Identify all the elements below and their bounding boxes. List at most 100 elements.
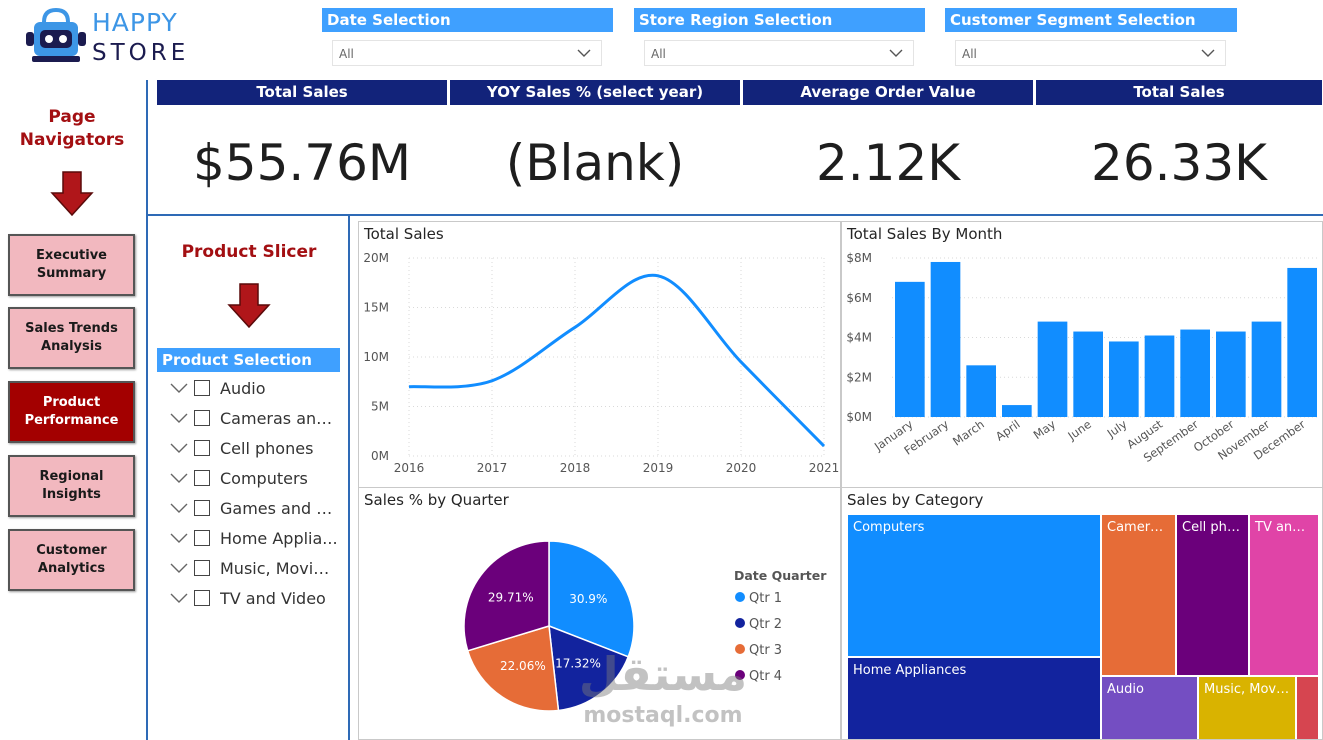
month-bar[interactable] [1251,321,1282,417]
month-bar[interactable] [930,261,961,417]
treemap-tile[interactable]: Cameras... [1101,514,1176,676]
nav-product-performance-button[interactable]: Product Performance [8,381,135,443]
product-item-label: Cell phones [220,438,314,458]
total-sales-line-chart-panel: Total Sales 0M 5M 10M 15M 20M 2016 2017 2018 201… [358,221,841,488]
pie-legend-label[interactable]: Qtr 4 [749,669,782,684]
x-tick-label: 2016 [394,461,425,475]
store-region-selection-dropdown[interactable]: All [644,40,914,66]
product-checkbox[interactable] [194,500,210,516]
product-selection-item[interactable]: Computers [170,466,340,490]
pie-slice[interactable] [466,625,560,712]
chevron-down-icon[interactable] [170,592,188,604]
pie-slice[interactable] [463,540,550,652]
pie-legend-label[interactable]: Qtr 1 [749,591,782,606]
month-bar[interactable] [966,365,996,417]
watermark-latin-text: mostaql.com [583,703,742,728]
y-tick-label: 15M [363,301,389,315]
product-checkbox[interactable] [194,410,210,426]
store-region-selection-title: Store Region Selection [634,8,925,32]
legend-swatch [735,592,745,602]
product-item-label: Computers [220,468,308,488]
chevron-down-icon [889,49,903,57]
product-checkbox[interactable] [194,470,210,486]
product-checkbox[interactable] [194,590,210,606]
month-bar[interactable] [1144,335,1175,417]
customer-segment-selection-dropdown[interactable]: All [955,40,1226,66]
nav-sales-trends-analysis-button[interactable]: Sales Trends Analysis [8,307,135,369]
product-selection-item[interactable]: Music, Movie... [170,556,340,580]
kpi-divider [146,214,1323,216]
y-tick-label: 10M [363,350,389,364]
product-checkbox[interactable] [194,440,210,456]
nav-executive-summary-button[interactable]: Executive Summary [8,234,135,296]
logo-top-text: HAPPY [92,8,178,37]
month-bar[interactable] [1109,341,1139,417]
treemap-tile[interactable]: Computers [847,514,1101,657]
treemap-tile[interactable]: TV and ... [1249,514,1319,676]
month-bar[interactable] [1180,329,1210,417]
month-bar[interactable] [1002,405,1032,417]
legend-swatch [735,670,745,680]
sales-by-quarter-pie-chart: 30.9% 17.32% 22.06% 29.71% Date Quarter Qtr 1… [463,540,827,712]
chevron-down-icon[interactable] [170,532,188,544]
chevron-down-icon[interactable] [170,412,188,424]
watermark-arabic-text: مستقل [579,647,747,701]
product-item-label: Music, Movie... [220,558,338,578]
month-bar[interactable] [1287,267,1317,417]
pie-legend-label[interactable]: Qtr 3 [749,643,782,658]
left-divider [146,80,148,740]
page-navigators-title: Page Navigators [19,107,125,150]
product-selection-item[interactable]: Cameras and ... [170,406,340,430]
chevron-down-icon[interactable] [170,442,188,454]
date-selection-dropdown[interactable]: All [332,40,602,66]
chevron-down-icon [1201,49,1215,57]
pie-slice-label: 29.71% [488,591,534,605]
product-checkbox[interactable] [194,560,210,576]
pie-slice-label: 17.32% [555,657,601,671]
treemap-tile[interactable] [1296,676,1319,739]
total-sales-chart-title: Total Sales [364,225,444,243]
kpi-average-order-value-label: Average Order Value [743,80,1033,105]
chevron-down-icon[interactable] [170,382,188,394]
kpi-total-sales-count-label: Total Sales [1036,80,1322,105]
nav-regional-insights-button[interactable]: Regional Insights [8,455,135,517]
y-tick-label: $8M [846,251,872,265]
treemap-tile[interactable]: Home Appliances [847,657,1101,739]
treemap-tile[interactable]: Audio [1101,676,1198,739]
y-tick-label: 5M [371,400,389,414]
sales-by-quarter-chart-title: Sales % by Quarter [364,491,509,509]
product-selection-item[interactable]: Home Applia... [170,526,340,550]
nav-customer-analytics-button[interactable]: Customer Analytics [8,529,135,591]
product-item-label: Cameras and ... [220,408,338,428]
product-checkbox[interactable] [194,530,210,546]
month-tick-label: July [1104,417,1130,441]
product-checkbox[interactable] [194,380,210,396]
pie-slice[interactable] [548,624,630,712]
month-bar[interactable] [1037,321,1068,417]
product-selection-item[interactable]: Cell phones [170,436,340,460]
chevron-down-icon[interactable] [170,472,188,484]
treemap-tile[interactable]: Music, Movi... [1198,676,1296,739]
month-bar[interactable] [895,281,925,417]
total-sales-series-line[interactable] [408,273,826,448]
pie-legend-label[interactable]: Qtr 2 [749,617,782,632]
date-selection-title: Date Selection [322,8,613,32]
chevron-down-icon[interactable] [170,502,188,514]
chevron-down-icon[interactable] [170,562,188,574]
y-tick-label: $2M [846,370,872,384]
month-tick-label: May [1031,417,1059,442]
treemap-tile[interactable]: Cell pho... [1176,514,1249,676]
y-tick-label: $4M [846,331,872,345]
shopping-bag-robot-icon [26,8,86,62]
customer-segment-selection-value: All [962,47,977,61]
month-bar[interactable] [1073,331,1103,417]
pie-slice[interactable] [548,540,635,658]
product-selection-item[interactable]: Audio [170,376,340,400]
sales-by-quarter-pie-chart-panel: Sales % by Quarter 30.9% 17.32% 22.06% 29.7… [358,487,841,740]
y-tick-label: $0M [846,410,872,424]
month-bar[interactable] [1216,331,1246,417]
product-slicer-title: Product Slicer [181,242,317,262]
product-selection-item[interactable]: TV and Video [170,586,340,610]
product-selection-item[interactable]: Games and T... [170,496,340,520]
month-tick-label: June [1065,417,1094,443]
